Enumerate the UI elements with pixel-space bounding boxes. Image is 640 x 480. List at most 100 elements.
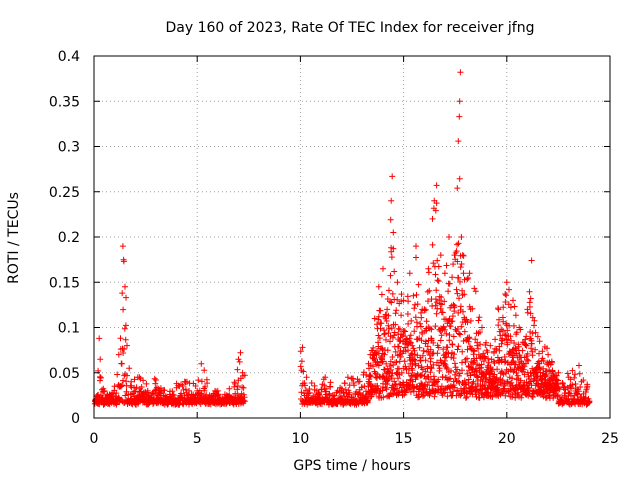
data-point bbox=[421, 306, 428, 313]
data-point bbox=[496, 316, 502, 323]
data-point bbox=[455, 378, 462, 385]
data-point bbox=[151, 375, 158, 382]
x-axis-label: GPS time / hours bbox=[293, 458, 410, 474]
data-point bbox=[453, 286, 460, 293]
data-point bbox=[414, 301, 421, 308]
data-point bbox=[454, 185, 461, 192]
data-point bbox=[470, 378, 477, 385]
data-point bbox=[454, 258, 461, 265]
data-point bbox=[299, 344, 306, 351]
data-point bbox=[523, 379, 530, 386]
data-point bbox=[427, 355, 434, 362]
data-point bbox=[397, 354, 404, 360]
data-point bbox=[527, 378, 534, 385]
data-point bbox=[508, 337, 514, 344]
data-point bbox=[179, 382, 186, 389]
data-point bbox=[341, 380, 348, 387]
data-point bbox=[567, 376, 574, 383]
data-point bbox=[466, 335, 473, 342]
data-point bbox=[512, 312, 519, 319]
data-point bbox=[435, 263, 442, 270]
data-point bbox=[529, 394, 536, 400]
data-point bbox=[128, 384, 135, 391]
data-point bbox=[568, 385, 575, 392]
data-point bbox=[392, 321, 399, 328]
y-tick-label: 0.25 bbox=[49, 185, 80, 201]
data-point bbox=[402, 328, 409, 335]
data-point bbox=[460, 338, 467, 344]
data-point bbox=[534, 377, 540, 384]
data-point bbox=[122, 336, 129, 343]
data-point bbox=[434, 257, 441, 264]
data-point bbox=[524, 356, 531, 363]
data-point bbox=[477, 341, 484, 348]
data-point bbox=[433, 200, 440, 207]
data-point bbox=[389, 354, 396, 360]
data-point bbox=[344, 374, 351, 381]
y-tick-label: 0.3 bbox=[58, 140, 80, 156]
data-point bbox=[459, 348, 466, 355]
data-point bbox=[398, 369, 405, 376]
data-point bbox=[384, 306, 391, 313]
data-point bbox=[504, 341, 511, 348]
data-point bbox=[511, 340, 518, 346]
data-point bbox=[543, 371, 550, 378]
data-point bbox=[440, 346, 447, 353]
data-point bbox=[331, 392, 338, 399]
data-point bbox=[464, 355, 470, 362]
data-point bbox=[391, 332, 398, 339]
data-point bbox=[451, 360, 458, 367]
data-point bbox=[429, 241, 436, 248]
data-point bbox=[392, 310, 399, 317]
data-point bbox=[203, 376, 210, 383]
data-point bbox=[495, 305, 501, 312]
data-point bbox=[406, 270, 413, 277]
data-point bbox=[425, 269, 432, 276]
data-point bbox=[460, 308, 466, 315]
data-point bbox=[571, 374, 578, 381]
data-point bbox=[97, 356, 104, 363]
data-point bbox=[500, 304, 507, 311]
data-point bbox=[182, 386, 189, 393]
data-point bbox=[123, 294, 129, 301]
data-point bbox=[392, 381, 399, 388]
data-point bbox=[387, 358, 394, 365]
data-point bbox=[456, 113, 463, 120]
data-point bbox=[386, 369, 393, 376]
data-point bbox=[499, 377, 506, 384]
data-point bbox=[365, 397, 371, 404]
data-point bbox=[454, 290, 461, 297]
data-point bbox=[435, 344, 442, 351]
data-point bbox=[524, 350, 531, 357]
data-point bbox=[527, 295, 534, 302]
data-point bbox=[518, 394, 525, 401]
data-point bbox=[378, 291, 385, 298]
data-point bbox=[502, 392, 509, 399]
data-point bbox=[195, 377, 202, 384]
data-point bbox=[377, 307, 384, 314]
data-point bbox=[413, 291, 420, 298]
data-point bbox=[523, 333, 530, 340]
data-point bbox=[476, 314, 483, 321]
data-point bbox=[506, 348, 513, 355]
data-point bbox=[437, 305, 444, 312]
data-point bbox=[507, 333, 514, 340]
data-point bbox=[483, 374, 490, 381]
data-point bbox=[375, 283, 382, 290]
data-point bbox=[419, 352, 426, 359]
data-point bbox=[548, 359, 555, 366]
data-point bbox=[456, 370, 463, 377]
data-point bbox=[444, 344, 451, 351]
data-point bbox=[433, 287, 440, 294]
data-point bbox=[412, 301, 418, 308]
data-point bbox=[413, 243, 419, 250]
data-point bbox=[383, 360, 390, 367]
data-point bbox=[455, 240, 462, 247]
data-point bbox=[447, 389, 454, 396]
data-point bbox=[436, 365, 443, 372]
data-point bbox=[391, 268, 398, 275]
data-point bbox=[532, 329, 539, 336]
data-point bbox=[455, 274, 462, 281]
data-point bbox=[413, 254, 419, 261]
data-point bbox=[450, 301, 457, 308]
